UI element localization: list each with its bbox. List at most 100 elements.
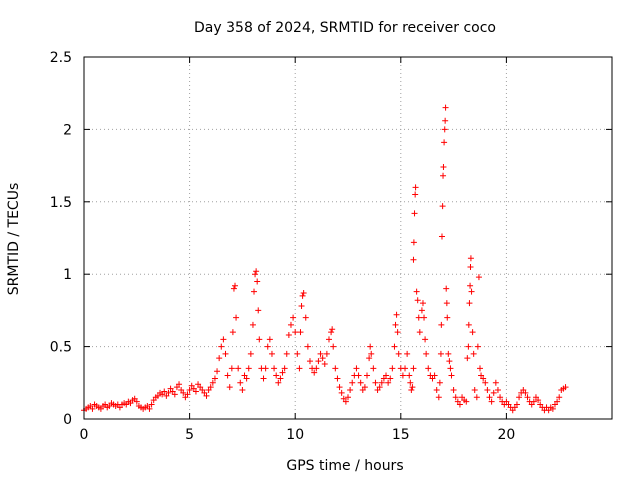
data-point [220, 336, 227, 343]
data-point [423, 350, 430, 357]
data-point [418, 307, 425, 314]
data-point [440, 172, 447, 179]
data-point [232, 282, 239, 289]
data-point [482, 379, 489, 386]
data-point [431, 372, 438, 379]
data-point [556, 394, 563, 401]
data-point [306, 358, 313, 365]
data-point [409, 384, 416, 391]
data-point [287, 321, 294, 328]
data-point [488, 398, 495, 405]
y-tick-label: 2.5 [50, 50, 72, 66]
data-point [395, 350, 402, 357]
data-point [260, 375, 267, 382]
data-point [336, 384, 343, 391]
data-point [283, 350, 290, 357]
data-point [413, 288, 420, 295]
data-point [393, 311, 400, 318]
data-point [239, 387, 246, 394]
data-point [148, 401, 155, 408]
data-point [554, 398, 561, 405]
data-point [367, 343, 374, 350]
data-point [330, 343, 337, 350]
data-point [237, 379, 244, 386]
data-point [522, 389, 529, 396]
data-point [394, 329, 401, 336]
data-point [443, 285, 450, 292]
data-point [321, 360, 328, 367]
data-point [419, 300, 426, 307]
data-point [361, 384, 368, 391]
data-point [279, 369, 286, 376]
data-point [399, 372, 406, 379]
data-point [186, 387, 193, 394]
data-point [364, 372, 371, 379]
data-point [516, 394, 523, 401]
x-tick-label: 5 [185, 427, 194, 443]
data-point [410, 239, 417, 246]
data-point [290, 314, 297, 321]
data-point [273, 372, 280, 379]
data-point [297, 329, 304, 336]
data-point [435, 394, 442, 401]
data-point [243, 375, 250, 382]
data-point [299, 292, 306, 299]
data-point [294, 350, 301, 357]
data-point [415, 314, 422, 321]
chart-title: Day 358 of 2024, SRMTID for receiver coc… [194, 20, 496, 36]
data-point [311, 369, 318, 376]
data-point [251, 288, 258, 295]
data-point [229, 329, 236, 336]
data-point [372, 379, 379, 386]
data-point [323, 350, 330, 357]
data-point [438, 321, 445, 328]
x-tick-label: 0 [80, 427, 89, 443]
data-point [253, 268, 260, 275]
data-point [300, 290, 307, 297]
data-point [467, 263, 474, 270]
y-tick-label: 0 [63, 412, 72, 428]
data-point [486, 394, 493, 401]
data-point [389, 365, 396, 372]
data-point [89, 405, 96, 412]
data-point [465, 321, 472, 328]
data-point [452, 394, 459, 401]
data-point [349, 379, 356, 386]
data-point [448, 372, 455, 379]
data-point [411, 210, 418, 217]
data-point [392, 321, 399, 328]
data-point [334, 375, 341, 382]
data-point [383, 372, 390, 379]
data-point [444, 314, 451, 321]
data-point [357, 379, 364, 386]
y-tick-label: 1 [63, 267, 72, 283]
data-point [407, 379, 414, 386]
data-point [264, 343, 271, 350]
data-point [192, 388, 199, 395]
data-point [445, 350, 452, 357]
x-tick-label: 10 [286, 427, 304, 443]
data-point [378, 379, 385, 386]
data-point [456, 401, 463, 408]
data-point [464, 355, 471, 362]
data-point [494, 387, 501, 394]
data-point [376, 384, 383, 391]
data-point [446, 358, 453, 365]
data-point [209, 379, 216, 386]
data-point [439, 203, 446, 210]
data-point [313, 365, 320, 372]
data-point [442, 104, 449, 111]
data-point [245, 365, 252, 372]
data-point [441, 139, 448, 146]
data-point [355, 372, 362, 379]
data-point [255, 307, 262, 314]
data-point [490, 389, 497, 396]
data-point [165, 389, 172, 396]
data-point [425, 365, 432, 372]
data-point [133, 398, 140, 405]
data-point [214, 368, 221, 375]
data-point [281, 365, 288, 372]
data-point [535, 397, 542, 404]
data-point [492, 379, 499, 386]
data-point [410, 365, 417, 372]
